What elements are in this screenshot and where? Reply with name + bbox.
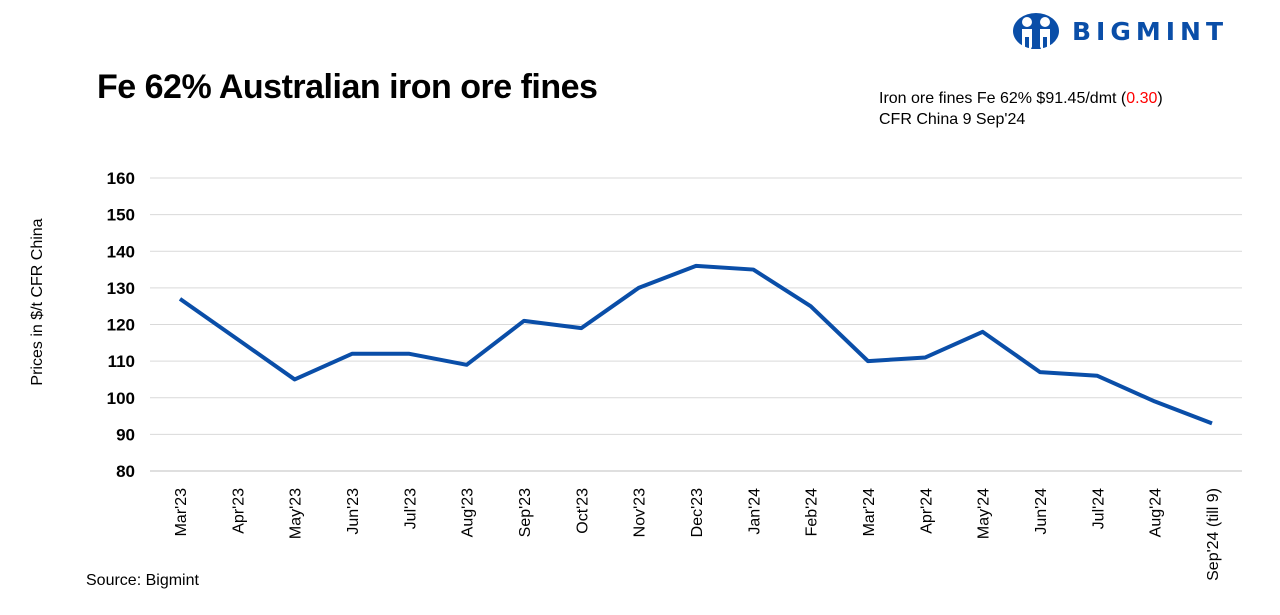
- price-info-suffix: ): [1157, 90, 1163, 107]
- x-tick-label: Aug'23: [460, 488, 477, 537]
- x-tick-label: Jun'24: [1033, 488, 1050, 535]
- x-tick-label: Apr'24: [918, 488, 935, 534]
- series-line: [178, 263, 1213, 426]
- y-tick-label: 80: [116, 462, 135, 481]
- x-tick-label: Jun'23: [345, 488, 362, 535]
- x-tick-label: Mar'24: [861, 488, 878, 537]
- x-tick-label: Nov'23: [632, 488, 649, 537]
- source-note: Source: Bigmint: [86, 572, 199, 589]
- x-tick-label: Mar'23: [173, 488, 190, 537]
- y-tick-label: 120: [107, 316, 135, 335]
- price-change: 0.30: [1126, 90, 1158, 107]
- x-tick-label: Oct'23: [574, 488, 591, 534]
- x-tick-label: Feb'24: [804, 488, 821, 537]
- y-tick-label: 90: [116, 425, 135, 444]
- people-logo-icon: [1013, 13, 1059, 49]
- x-tick-label: May'24: [976, 488, 993, 539]
- price-info-prefix: Iron ore fines Fe 62% $91.45/dmt (: [879, 90, 1127, 107]
- y-tick-label: 130: [107, 279, 135, 298]
- x-tick-label: Aug'24: [1148, 488, 1165, 537]
- x-tick-label: Jul'23: [402, 488, 419, 529]
- y-tick-label: 160: [107, 169, 135, 188]
- x-tick-label: Dec'23: [689, 488, 706, 537]
- chart-title: Fe 62% Australian iron ore fines: [97, 68, 598, 106]
- logo-text: BIGMINT: [1072, 16, 1229, 46]
- y-tick-label: 150: [107, 206, 135, 225]
- x-tick-label: Jan'24: [746, 488, 763, 535]
- x-tick-label: Sep'23: [517, 488, 534, 537]
- y-axis-label: Prices in $/t CFR China: [29, 218, 46, 385]
- x-tick-label: Apr'23: [230, 488, 247, 534]
- y-tick-label: 100: [107, 389, 135, 408]
- x-tick-label: May'23: [288, 488, 305, 539]
- x-tick-label: Jul'24: [1090, 488, 1107, 529]
- y-tick-label: 110: [108, 352, 135, 371]
- price-info-date: CFR China 9 Sep'24: [879, 111, 1026, 128]
- y-tick-label: 140: [107, 242, 135, 261]
- x-tick-label: Sep'24 (till 9): [1205, 488, 1222, 581]
- price-info: Iron ore fines Fe 62% $91.45/dmt (0.30) …: [879, 88, 1163, 130]
- bigmint-logo: BIGMINT: [1012, 12, 1228, 50]
